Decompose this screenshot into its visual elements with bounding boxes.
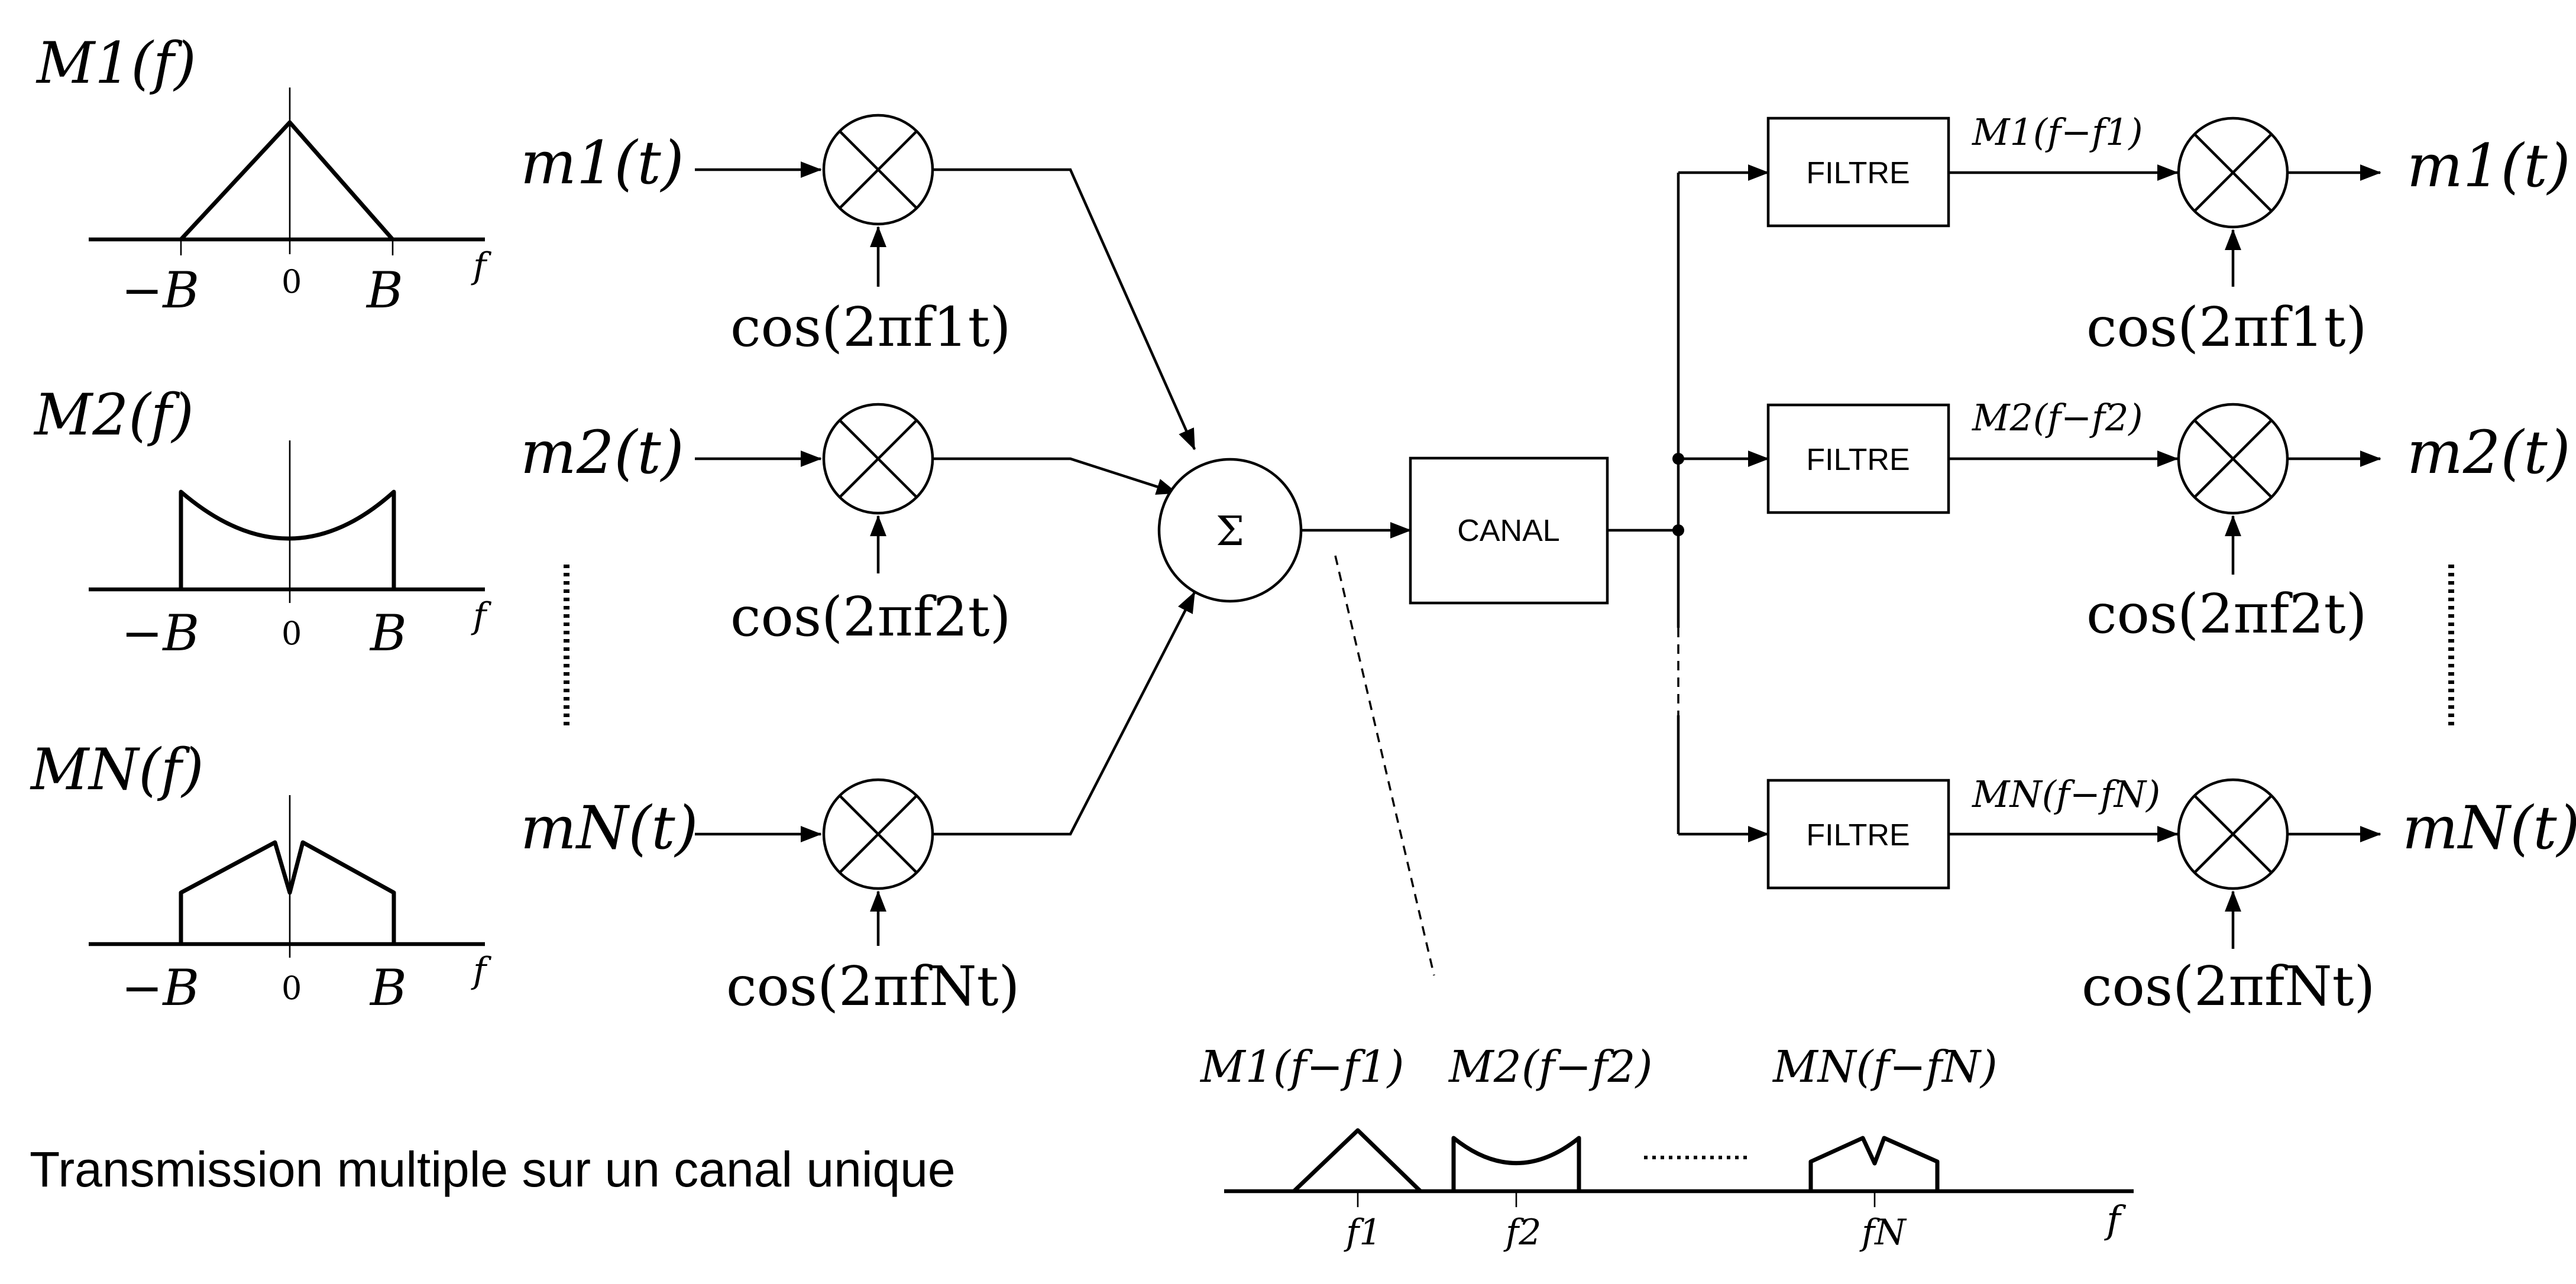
spectrum-curve: [179, 489, 396, 589]
filtered-spectrum-label: MN(f−fN): [1972, 773, 2160, 816]
tick-label-minus-b: −B: [121, 959, 199, 1017]
output-signal-label: mN(t): [2402, 793, 2576, 863]
axis-label-f: f: [471, 950, 492, 991]
link-mixer1-summer: [933, 168, 1196, 450]
spectrum-title: M1(f): [35, 30, 196, 96]
mixer-1: [822, 114, 934, 226]
tick-label-f2: f2: [1503, 1212, 1541, 1253]
summer-symbol: Σ: [1216, 508, 1244, 555]
spectrum-m2: M2(f) −B 0 B f: [33, 382, 492, 662]
filter-label: FILTRE: [1806, 156, 1910, 190]
spectrum-m1: M1(f) −B 0 B f: [35, 30, 492, 319]
carrier-label: cos(2πf2t): [730, 585, 1011, 649]
filter-label: FILTRE: [1806, 443, 1910, 477]
tick-label-plus-b: B: [369, 604, 407, 662]
spectrum-title: M2(f): [33, 382, 194, 448]
multiplex-label-2: M2(f−f2): [1448, 1042, 1652, 1092]
output-signal-label: m2(t): [2407, 418, 2571, 487]
link-mixer2-summer: [933, 457, 1178, 495]
spectrum-curve: [179, 120, 394, 241]
multiplex-label-1: M1(f−f1): [1199, 1042, 1404, 1092]
channel-block: CANAL: [1409, 456, 1609, 605]
input-signal-label: m2(t): [520, 418, 684, 487]
axis-label-f: f: [471, 245, 492, 287]
dashed-pointer: [1334, 555, 1435, 976]
filter-box: [1766, 403, 1950, 514]
multiplex-band-1: [1292, 1128, 1422, 1193]
tick-label-plus-b: B: [369, 959, 407, 1017]
mixer-2: [822, 403, 934, 515]
carrier-label: cos(2πfNt): [2082, 955, 2375, 1018]
mixer-cross: [2193, 133, 2273, 212]
carrier-label: cos(2πf2t): [2086, 582, 2367, 646]
junction-dot: [1672, 524, 1684, 536]
output-branch-n: FILTRE MN(f−fN) cos(2πfNt) mN(t): [1678, 773, 2576, 1018]
link-mixern-summer: [933, 591, 1196, 836]
tick-label-minus-b: −B: [121, 604, 199, 662]
input-branch-1: m1(t) cos(2πf1t): [520, 114, 1011, 359]
demod-mixer-n: [2177, 778, 2289, 890]
axis-label-f: f: [2104, 1198, 2127, 1242]
carrier-label: cos(2πf1t): [2086, 296, 2367, 359]
output-branch-2: FILTRE M2(f−f2) cos(2πf2t) m2(t): [1678, 396, 2571, 646]
multiplex-band-n: [1808, 1136, 1940, 1191]
demod-mixer-1: [2177, 116, 2289, 229]
filter-label: FILTRE: [1806, 818, 1910, 852]
mixer-cross: [2193, 795, 2273, 874]
mixer-cross: [839, 130, 918, 209]
tick-label-f1: f1: [1344, 1212, 1381, 1253]
input-signal-label: mN(t): [520, 793, 698, 863]
mixer-cross: [2193, 419, 2273, 498]
tick-label-zero: 0: [281, 263, 302, 300]
multiplex-band-2: [1451, 1136, 1581, 1191]
input-branch-2: m2(t) cos(2πf2t): [520, 403, 1011, 649]
spectrum-curve: [179, 840, 396, 944]
output-signal-label: m1(t): [2407, 131, 2571, 200]
tick-label-zero: 0: [281, 615, 302, 652]
mixer-n: [822, 778, 934, 890]
channel-label: CANAL: [1457, 514, 1559, 548]
summer: Σ: [1157, 458, 1303, 603]
multiplex-label-n: MN(f−fN): [1772, 1042, 1998, 1092]
tick-label-minus-b: −B: [121, 261, 199, 319]
axis-label-f: f: [471, 595, 492, 637]
input-branch-n: mN(t) cos(2πfNt): [520, 778, 1020, 1018]
mixer-cross: [839, 795, 918, 874]
spectrum-mn: MN(f) −B 0 B f: [30, 737, 492, 1017]
channel-box: [1409, 456, 1609, 605]
tick-label-zero: 0: [281, 970, 302, 1007]
filtered-spectrum-label: M1(f−f1): [1972, 111, 2143, 154]
input-signal-label: m1(t): [520, 128, 684, 197]
tick-label-fn: fN: [1859, 1212, 1907, 1253]
carrier-label: cos(2πfNt): [726, 955, 1020, 1018]
tick-label-plus-b: B: [365, 261, 403, 319]
caption: Transmission multiple sur un canal uniqu…: [30, 1142, 956, 1197]
spectrum-title: MN(f): [30, 737, 204, 803]
output-branch-1: FILTRE M1(f−f1) cos(2πf1t) m1(t): [1678, 111, 2571, 359]
mixer-cross: [839, 419, 918, 498]
demod-mixer-2: [2177, 403, 2289, 515]
multiplex-spectrum: M1(f−f1) M2(f−f2) MN(f−fN) f1 f2 fN f: [1199, 1042, 2134, 1253]
carrier-label: cos(2πf1t): [730, 296, 1011, 359]
filtered-spectrum-label: M2(f−f2): [1972, 396, 2143, 439]
